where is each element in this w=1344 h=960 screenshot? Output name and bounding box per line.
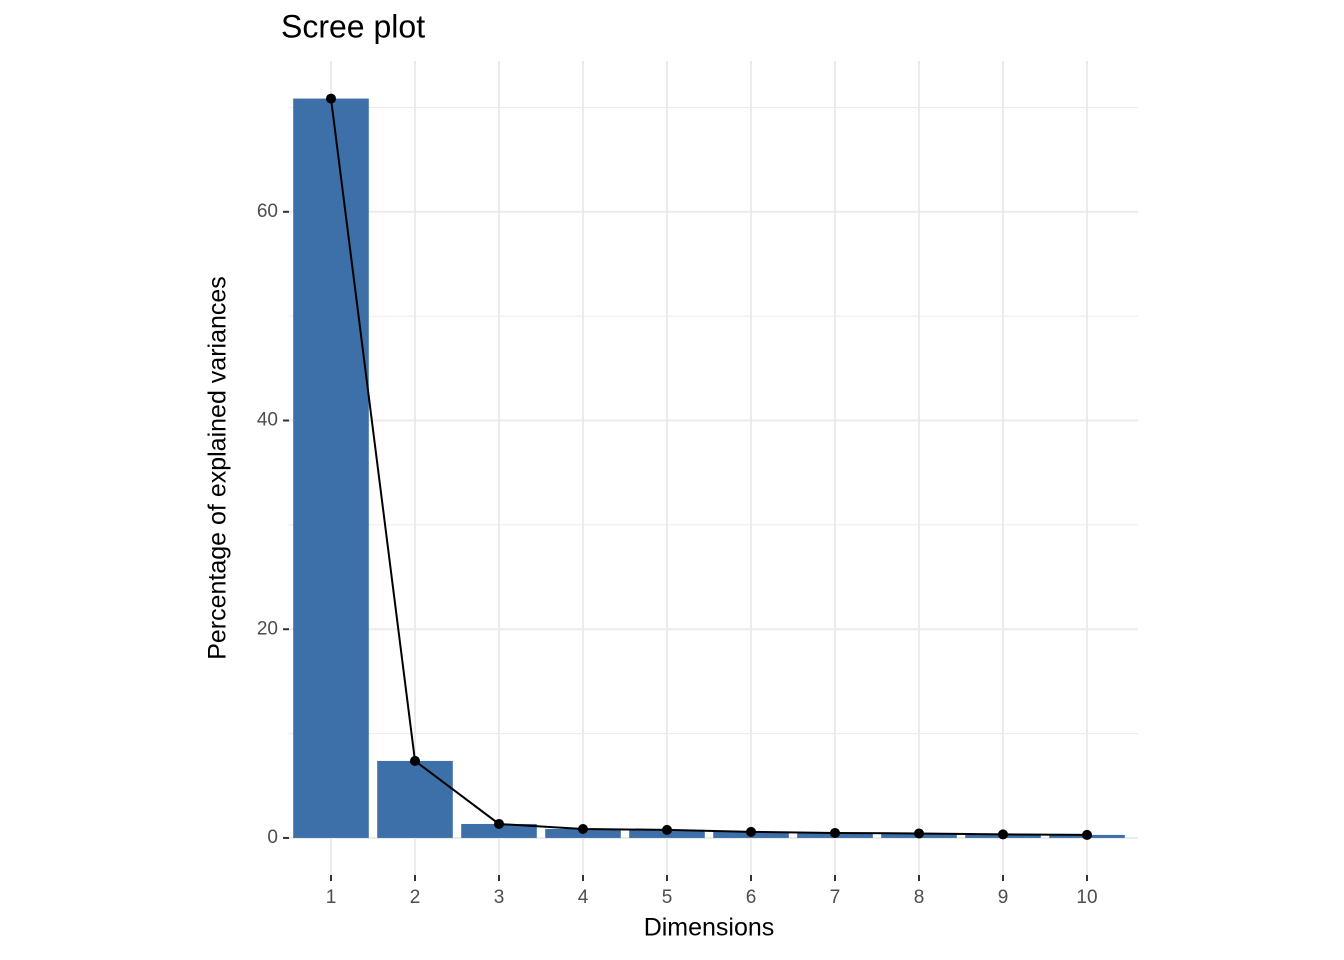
y-tick-label: 0 — [267, 827, 278, 848]
line — [330, 98, 1088, 836]
chart-title: Scree plot — [281, 8, 425, 44]
x-tick-label: 9 — [998, 887, 1009, 908]
point — [998, 829, 1008, 840]
point — [1082, 829, 1092, 840]
point — [326, 93, 336, 104]
x-tick-label: 7 — [830, 887, 841, 908]
point — [914, 828, 924, 839]
x-tick-label: 8 — [914, 887, 925, 908]
x-tick-label: 3 — [494, 887, 505, 908]
point — [746, 826, 756, 837]
y-axis-title: Percentage of explained variances — [204, 276, 232, 660]
point — [662, 824, 672, 835]
x-tick-label: 6 — [746, 887, 757, 908]
y-tick-label: 40 — [257, 410, 278, 431]
point — [494, 818, 504, 829]
bar — [377, 760, 453, 838]
x-tick-label: 2 — [410, 887, 421, 908]
point — [830, 827, 840, 838]
x-tick-label: 5 — [662, 887, 673, 908]
y-tick-label: 20 — [257, 618, 278, 639]
bar — [293, 98, 369, 838]
point — [578, 823, 588, 834]
x-tick-label: 10 — [1076, 887, 1097, 908]
x-tick-label: 4 — [578, 887, 589, 908]
x-axis-title: Dimensions — [644, 914, 775, 942]
point — [410, 755, 420, 766]
bar — [461, 823, 537, 838]
y-tick-label: 60 — [257, 201, 278, 222]
x-tick-label: 1 — [326, 887, 337, 908]
